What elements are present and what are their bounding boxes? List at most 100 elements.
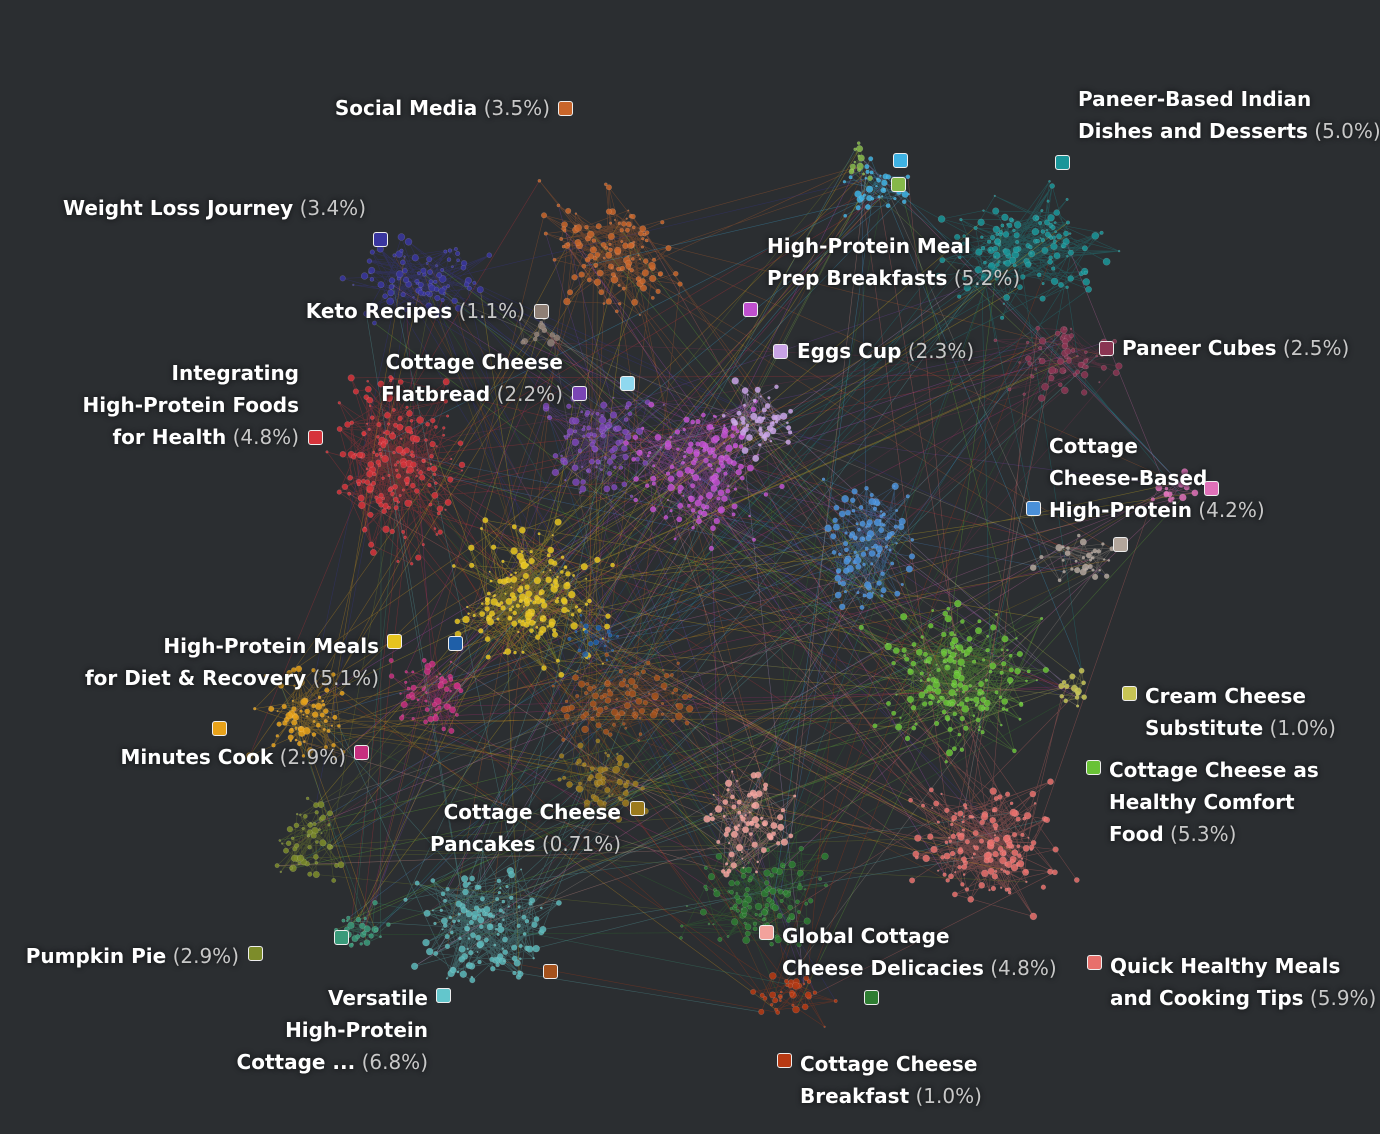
graph-node <box>1003 248 1011 256</box>
graph-node <box>294 738 298 742</box>
graph-node <box>578 491 582 494</box>
graph-node <box>991 269 997 275</box>
cluster-share-percent: (5.3%) <box>1163 822 1237 846</box>
graph-node <box>448 677 454 682</box>
graph-node <box>1047 258 1053 265</box>
graph-node <box>947 648 950 652</box>
graph-node <box>959 715 965 722</box>
graph-node <box>454 618 461 625</box>
graph-node <box>566 242 571 246</box>
cluster-label-line: Cream Cheese <box>1145 680 1336 712</box>
graph-node <box>709 812 713 817</box>
graph-node <box>529 550 533 554</box>
graph-node <box>948 688 956 697</box>
graph-node <box>788 408 794 414</box>
graph-node <box>503 959 506 963</box>
graph-node <box>864 486 869 491</box>
graph-node <box>1067 249 1074 256</box>
graph-node <box>786 938 789 941</box>
graph-node <box>709 816 716 822</box>
graph-node <box>416 416 424 424</box>
graph-node <box>472 281 477 286</box>
graph-node <box>934 678 939 684</box>
graph-node <box>652 464 656 468</box>
graph-node <box>625 221 632 228</box>
graph-node <box>529 599 533 603</box>
graph-node <box>301 826 305 831</box>
graph-node <box>589 766 595 772</box>
graph-node <box>388 673 395 679</box>
graph-node <box>476 951 479 954</box>
graph-node <box>517 905 521 909</box>
graph-node <box>1072 372 1077 377</box>
graph-node <box>726 868 732 874</box>
graph-node <box>999 229 1004 234</box>
graph-node <box>762 996 768 1001</box>
graph-node <box>567 636 572 641</box>
graph-node <box>591 445 598 452</box>
graph-node <box>741 447 749 455</box>
graph-node <box>513 959 521 967</box>
cluster-label-line: Cheese Delicacies (4.8%) <box>782 952 1057 984</box>
graph-node <box>281 703 287 710</box>
graph-node <box>843 213 848 218</box>
cluster-name-text: Cottage Cheese <box>800 1052 978 1076</box>
graph-node <box>992 245 999 252</box>
graph-node <box>699 440 707 448</box>
graph-node <box>958 666 962 671</box>
graph-node <box>785 425 792 431</box>
cluster-label-line: Eggs Cup (2.3%) <box>797 335 974 367</box>
graph-node <box>736 410 742 416</box>
graph-node <box>581 465 584 468</box>
graph-node <box>580 563 588 571</box>
graph-node <box>560 555 565 560</box>
graph-node <box>300 726 303 729</box>
cluster-label-line: High-Protein (4.2%) <box>1049 494 1265 526</box>
graph-node <box>930 845 938 854</box>
graph-node <box>348 942 354 948</box>
graph-node <box>933 720 940 727</box>
graph-node <box>336 489 342 495</box>
graph-node <box>507 615 513 621</box>
graph-node <box>731 377 739 385</box>
graph-node <box>426 947 434 956</box>
graph-node <box>983 852 991 860</box>
cluster-share-percent: (5.2%) <box>947 266 1021 290</box>
graph-node <box>977 701 980 704</box>
graph-node <box>622 790 629 797</box>
cluster-name-text: Breakfast <box>800 1084 910 1108</box>
graph-node <box>614 714 621 721</box>
graph-node <box>369 549 377 556</box>
graph-node <box>1091 231 1100 240</box>
graph-node <box>865 535 872 542</box>
graph-node <box>731 512 736 517</box>
graph-node <box>766 897 772 903</box>
graph-node <box>595 223 602 230</box>
graph-node <box>729 906 733 911</box>
graph-node <box>666 498 669 502</box>
graph-node <box>980 235 984 239</box>
graph-node <box>607 471 613 477</box>
graph-node <box>380 442 387 449</box>
graph-node <box>1011 849 1019 857</box>
graph-node <box>394 463 398 467</box>
graph-node <box>792 982 800 990</box>
graph-node <box>724 779 733 787</box>
graph-node <box>745 866 752 874</box>
graph-node <box>539 323 546 331</box>
graph-node <box>591 412 594 415</box>
graph-node <box>1082 364 1088 370</box>
graph-node <box>732 442 739 449</box>
graph-node <box>720 455 724 459</box>
graph-node <box>458 461 466 469</box>
graph-node <box>478 628 484 634</box>
graph-node <box>561 606 568 614</box>
graph-node <box>502 911 505 914</box>
graph-node <box>833 504 840 511</box>
graph-node <box>784 934 788 938</box>
graph-node <box>293 684 296 688</box>
graph-node <box>741 387 749 394</box>
graph-node <box>329 845 334 849</box>
graph-node <box>592 432 597 438</box>
graph-node <box>446 257 452 262</box>
